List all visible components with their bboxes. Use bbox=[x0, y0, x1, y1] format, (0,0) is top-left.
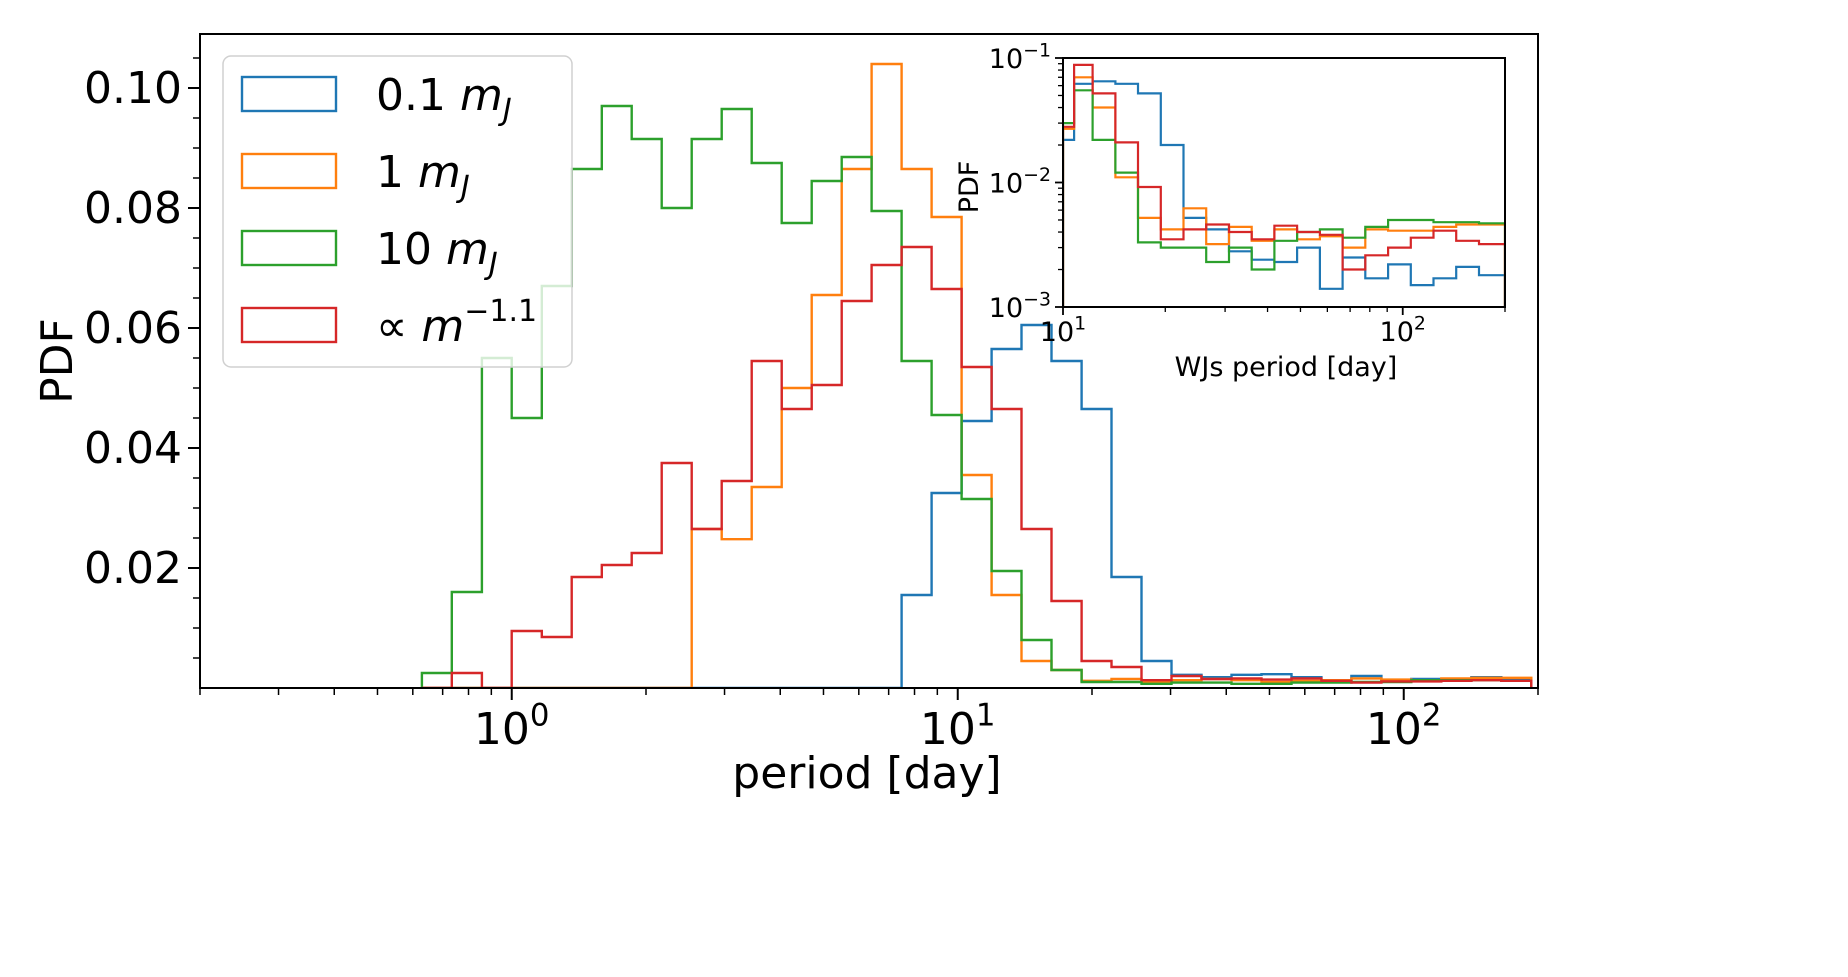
legend-swatch-3 bbox=[240, 306, 338, 344]
y-tick-label: 0.06 bbox=[84, 303, 182, 354]
legend-swatch-2 bbox=[240, 229, 338, 267]
legend-label-2: 10 mJ bbox=[376, 224, 498, 282]
inset-y-tick-label: 10−1 bbox=[989, 40, 1051, 75]
y-tick-label: 0.08 bbox=[84, 183, 182, 234]
inset-x-tick-label: 102 bbox=[1380, 313, 1426, 348]
legend-swatch-1 bbox=[240, 152, 338, 190]
main-axes-frame bbox=[199, 33, 1539, 689]
x-tick-label: 102 bbox=[1366, 698, 1442, 755]
main-plot: 0.02 0.04 0.06 0.08 0.10 period [day] PDF 0.1 m… bbox=[32, 33, 1539, 799]
legend-label-0: 0.1 mJ bbox=[376, 70, 512, 128]
main-series bbox=[420, 62, 1533, 688]
legend-swatch-0 bbox=[240, 75, 338, 113]
x-tick-label: 101 bbox=[920, 698, 996, 755]
legend-label-1: 1 mJ bbox=[376, 147, 470, 205]
inset-series-3 bbox=[1063, 63, 1505, 307]
inset-y-tick-label: 10−3 bbox=[989, 289, 1051, 324]
inset-y-axis-label: PDF bbox=[954, 161, 985, 214]
main-series-2 bbox=[420, 104, 1533, 688]
inset-series-2 bbox=[1063, 89, 1505, 307]
x-axis-label: period [day] bbox=[732, 748, 1001, 799]
inset-series bbox=[1063, 63, 1505, 307]
main-series-3 bbox=[421, 245, 1533, 688]
x-tick-label: 100 bbox=[474, 698, 550, 755]
legend: 0.1 mJ 1 mJ 10 mJ ∝ m−1.1 bbox=[222, 55, 573, 368]
legend-frame bbox=[222, 55, 573, 368]
inset-x-tick-label: 101 bbox=[1040, 313, 1086, 348]
inset-background bbox=[1063, 58, 1505, 307]
y-tick-label: 0.10 bbox=[84, 63, 182, 114]
legend-label-3: ∝ m−1.1 bbox=[376, 294, 537, 352]
inset-x-axis-label: WJs period [day] bbox=[1175, 352, 1398, 383]
y-tick-label: 0.02 bbox=[84, 543, 182, 594]
inset-y-tick-label: 10−2 bbox=[989, 164, 1051, 199]
y-axis-label: PDF bbox=[32, 318, 83, 404]
y-tick-label: 0.04 bbox=[84, 423, 182, 474]
inset-plot: WJs period [day] PDF bbox=[954, 57, 1506, 383]
